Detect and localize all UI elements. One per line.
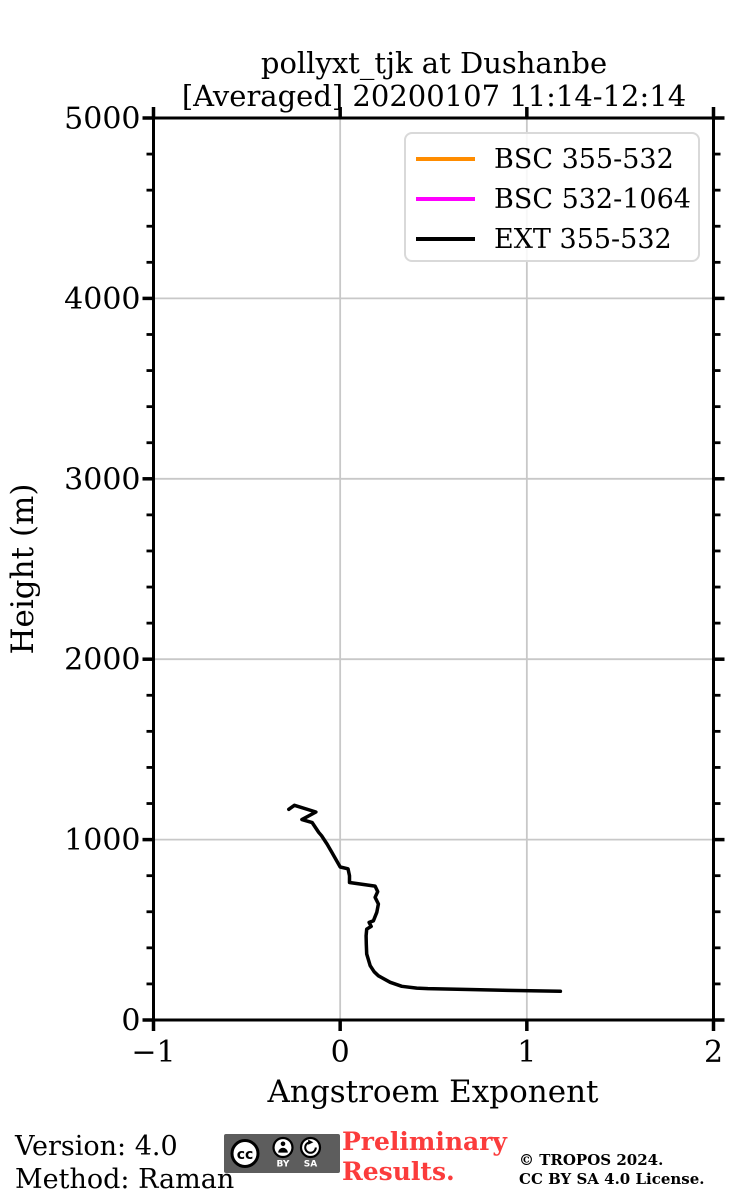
legend-item: BSC 532-1064 [406,179,698,219]
legend-label: BSC 355-532 [494,143,674,175]
version-label: Version: 4.0 [15,1131,178,1162]
cc-sa-circle-icon [299,1136,322,1159]
copyright-line1: © TROPOS 2024. [519,1151,664,1169]
cc-by-label: BY [277,1160,290,1170]
svg-text:0: 0 [121,1004,140,1039]
svg-text:1: 1 [517,1035,536,1070]
legend-line-magenta-icon [416,197,475,201]
preliminary-line1: Preliminary [342,1127,507,1156]
legend-line-black-icon [416,237,475,241]
svg-text:0: 0 [331,1035,350,1070]
sa-arrow-icon [304,1141,317,1154]
legend-line-orange-icon [416,157,475,161]
chart-title-line1: pollyxt_tjk at Dushanbe [261,46,607,81]
person-body-icon [278,1147,288,1153]
svg-text:−1: −1 [131,1035,175,1070]
svg-text:3000: 3000 [64,462,140,497]
x-axis-label: Angstroem Exponent [267,1074,600,1110]
method-label: Method: Raman [15,1164,235,1195]
preliminary-note: Preliminary Results. [342,1127,507,1187]
sa-arrowhead-icon [308,1139,314,1145]
cc-by-sa-badge: cc BY SA [224,1134,340,1173]
chart-title-line2: [Averaged] 20200107 11:14-12:14 [182,79,686,113]
copyright-note: © TROPOS 2024. CC BY SA 4.0 License. [519,1151,705,1189]
svg-text:2: 2 [704,1035,723,1070]
cc-logo-icon [230,1139,260,1168]
preliminary-line2: Results. [342,1157,455,1186]
svg-text:5000: 5000 [64,102,140,137]
cc-by-person-icon [272,1136,294,1159]
cc-sa-label: SA [304,1160,317,1170]
svg-text:2000: 2000 [64,643,140,678]
svg-text:4000: 4000 [64,282,140,317]
cc-logo-text: cc [237,1147,254,1163]
legend-item: BSC 355-532 [406,139,698,179]
legend: BSC 355-532 BSC 532-1064 EXT 355-532 [404,132,700,262]
legend-label: EXT 355-532 [494,223,672,255]
footer-version-method: Version: 4.0 Method: Raman [15,1130,234,1196]
y-axis-label: Height (m) [5,484,41,655]
svg-text:1000: 1000 [64,823,140,858]
copyright-line2: CC BY SA 4.0 License. [519,1170,705,1188]
legend-label: BSC 532-1064 [494,183,691,215]
legend-item: EXT 355-532 [406,219,698,259]
person-head-icon [280,1141,286,1147]
